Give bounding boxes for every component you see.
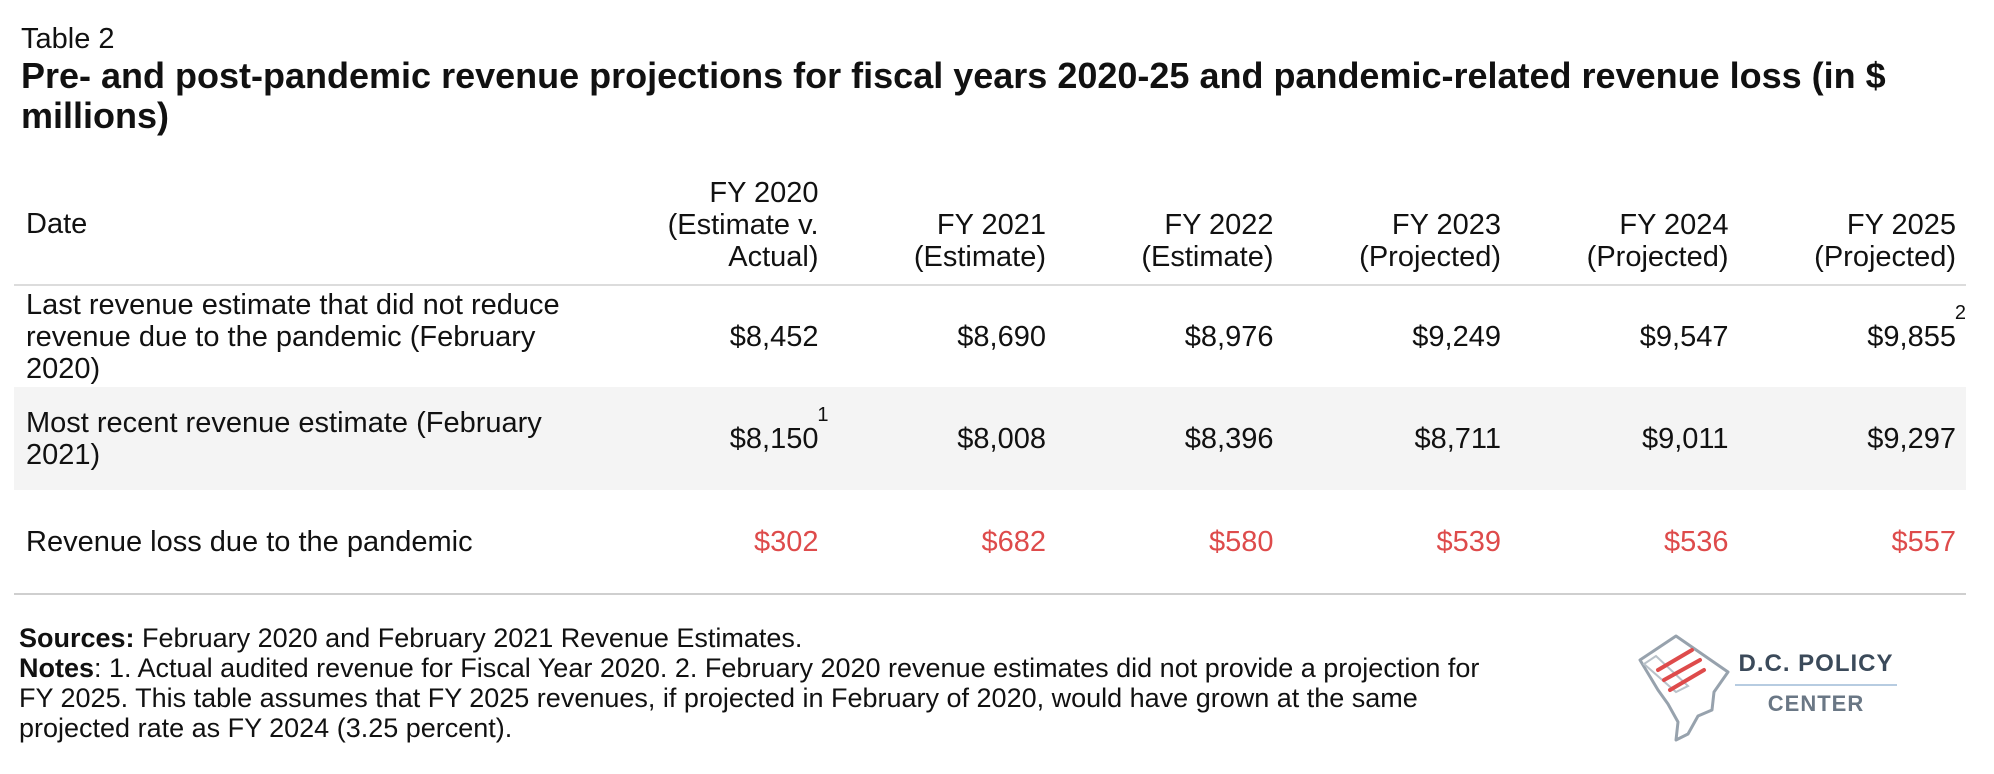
row-label: Most recent revenue estimate (February 2…	[14, 387, 601, 490]
dc-map-document-icon	[1638, 634, 1730, 742]
table-cell: $580	[1056, 490, 1284, 595]
cell-value: $8,452	[729, 320, 819, 353]
sources-text: February 2020 and February 2021 Revenue …	[134, 623, 803, 653]
sources-label: Sources:	[19, 623, 135, 653]
table-cell: $682	[828, 490, 1056, 595]
cell-value: $8,711	[1414, 422, 1501, 455]
column-header-fy2021: FY 2021 (Estimate)	[828, 163, 1056, 286]
column-header-fy2024-line2: (Projected)	[1586, 241, 1729, 273]
notes-label: Notes	[19, 653, 95, 683]
table-cell: $539	[1283, 490, 1511, 595]
column-header-date: Date	[14, 163, 601, 286]
cell-value: $9,011	[1641, 422, 1729, 455]
column-header-fy2020-line1: FY 2020	[709, 177, 819, 209]
table-cell: $8,452	[601, 285, 829, 387]
cell-value: $9,249	[1412, 320, 1501, 353]
table-cell: $536	[1511, 490, 1739, 595]
logo-line2: CENTER	[1767, 691, 1865, 716]
cell-value: $539	[1436, 525, 1501, 558]
logo-wordmark: D.C. POLICY CENTER	[1735, 650, 1897, 718]
table-cell: $9,011	[1511, 387, 1739, 490]
cell-value: $8,690	[957, 320, 1046, 353]
cell-value: $9,547	[1639, 320, 1729, 353]
column-header-fy2024-line1: FY 2024	[1619, 209, 1729, 241]
revenue-table: Date FY 2020 (Estimate v. Actual) FY 202…	[14, 163, 1966, 595]
cell-value: $8,976	[1184, 320, 1274, 353]
row-label: Last revenue estimate that did not reduc…	[26, 288, 560, 385]
column-header-fy2020-line2: (Estimate v.	[667, 209, 819, 241]
table-cell: $9,297	[1738, 387, 1966, 490]
footnote-marker: 2	[1954, 301, 1966, 324]
column-header-fy2023-line2: (Projected)	[1359, 241, 1501, 273]
table-cell: $8,008	[828, 387, 1056, 490]
sources-line: Sources: February 2020 and February 2021…	[19, 623, 1519, 653]
table-header-row: Date FY 2020 (Estimate v. Actual) FY 202…	[14, 163, 1966, 286]
column-header-fy2024: FY 2024 (Projected)	[1511, 163, 1739, 286]
table-notes: Sources: February 2020 and February 2021…	[19, 623, 1519, 743]
cell-value: $9,297	[1867, 422, 1956, 455]
cell-value: $682	[981, 525, 1046, 558]
cell-value: $580	[1208, 525, 1274, 558]
table-cell: $9,547	[1511, 285, 1739, 387]
column-header-fy2022: FY 2022 (Estimate)	[1056, 163, 1284, 286]
table-row-pre-pandemic-estimate: Last revenue estimate that did not reduc…	[14, 285, 1966, 387]
cell-value: $8,396	[1184, 422, 1274, 455]
cell-value: $8,150	[729, 422, 819, 455]
table-title: Pre- and post-pandemic revenue projectio…	[21, 55, 1886, 136]
notes-text: : 1. Actual audited revenue for Fiscal Y…	[19, 653, 1480, 743]
column-header-fy2021-line2: (Estimate)	[913, 241, 1046, 273]
cell-value: $557	[1891, 525, 1956, 558]
column-header-fy2023-line1: FY 2023	[1391, 209, 1501, 241]
column-header-fy2025-line2: (Projected)	[1814, 241, 1956, 273]
column-header-fy2023: FY 2023 (Projected)	[1283, 163, 1511, 286]
table-cell: $8,711	[1283, 387, 1511, 490]
column-header-fy2020-line3: Actual)	[728, 241, 819, 273]
table-kicker: Table 2	[21, 23, 115, 55]
cell-value: $302	[753, 525, 819, 558]
table-cell: $557	[1738, 490, 1966, 595]
footnote-marker: 1	[817, 403, 829, 426]
column-header-fy2022-line1: FY 2022	[1164, 209, 1274, 241]
column-header-fy2020: FY 2020 (Estimate v. Actual)	[601, 163, 829, 286]
cell-value: $8,008	[957, 422, 1046, 455]
notes-line: Notes: 1. Actual audited revenue for Fis…	[19, 653, 1519, 743]
table-cell: $8,976	[1056, 285, 1284, 387]
table-cell: $9,855 2	[1739, 285, 1966, 387]
logo-line1: D.C. POLICY	[1735, 650, 1897, 686]
cell-value: $536	[1663, 525, 1729, 558]
table-cell: $9,249	[1284, 285, 1512, 387]
cell-value: $9,855	[1867, 320, 1956, 353]
table-cell: $302	[601, 490, 829, 595]
table-cell: $8,396	[1056, 387, 1284, 490]
table-cell: $8,150 1	[601, 387, 829, 490]
table-row-recent-estimate: Most recent revenue estimate (February 2…	[14, 387, 1966, 490]
column-header-fy2025-line1: FY 2025	[1846, 209, 1956, 241]
table-row-revenue-loss: Revenue loss due to the pandemic $302 $6…	[14, 490, 1966, 595]
column-header-fy2022-line2: (Estimate)	[1141, 241, 1274, 273]
column-header-fy2021-line1: FY 2021	[936, 209, 1046, 241]
column-header-fy2025: FY 2025 (Projected)	[1738, 163, 1966, 286]
row-label: Revenue loss due to the pandemic	[14, 490, 601, 595]
table-cell: $8,690	[829, 285, 1057, 387]
